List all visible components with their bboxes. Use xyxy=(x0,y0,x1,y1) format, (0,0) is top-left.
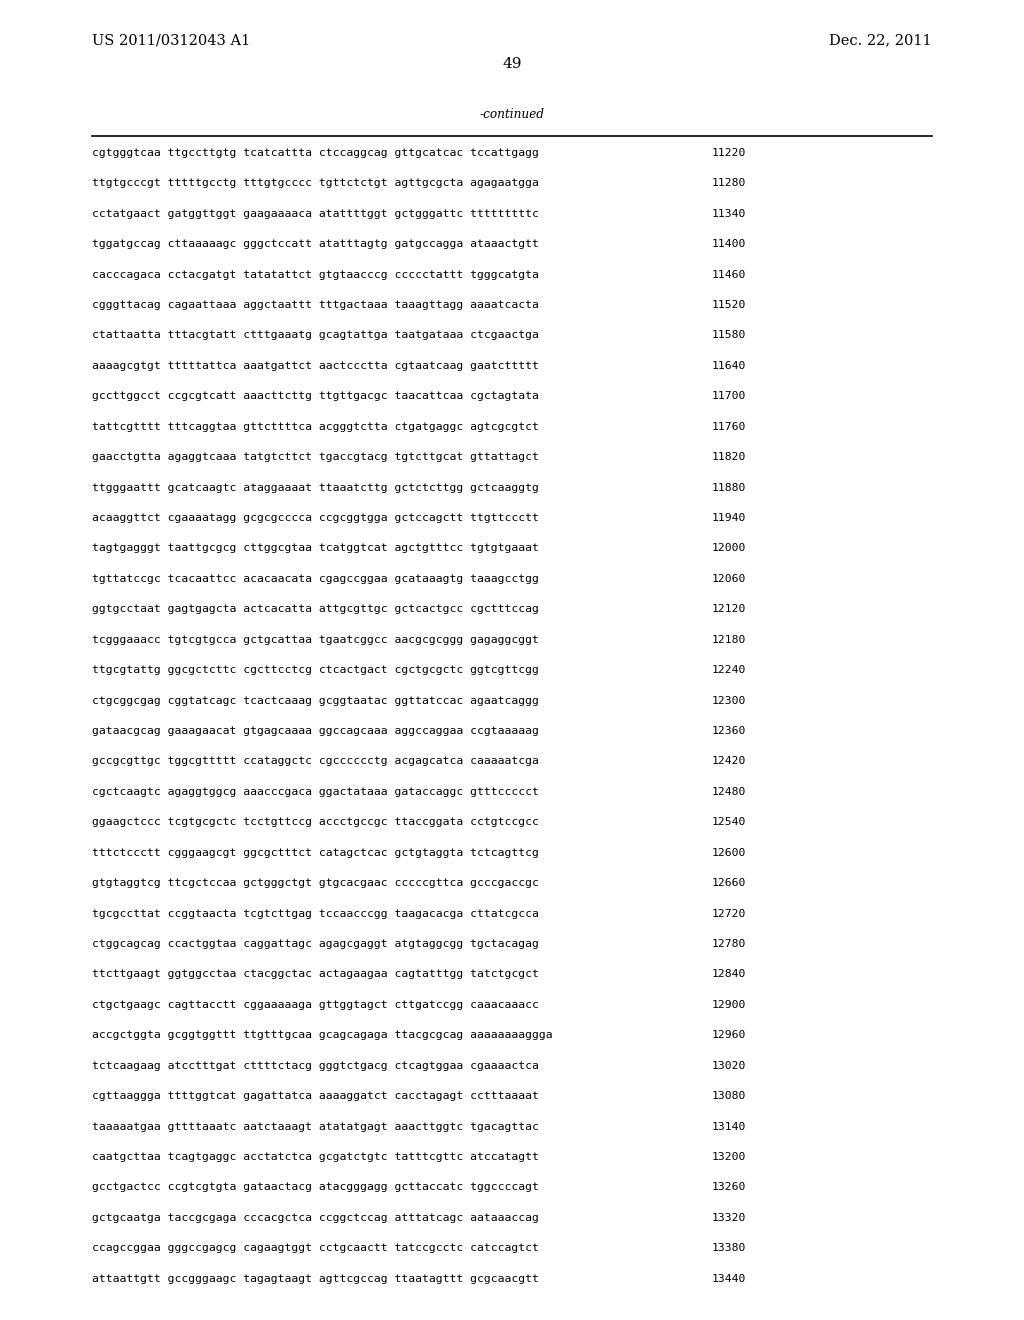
Text: 12780: 12780 xyxy=(712,939,746,949)
Text: 11520: 11520 xyxy=(712,300,746,310)
Text: gctgcaatga taccgcgaga cccacgctca ccggctccag atttatcagc aataaaccag: gctgcaatga taccgcgaga cccacgctca ccggctc… xyxy=(92,1213,539,1222)
Text: gcctgactcc ccgtcgtgta gataactacg atacgggagg gcttaccatc tggccccagt: gcctgactcc ccgtcgtgta gataactacg atacggg… xyxy=(92,1183,539,1192)
Text: ctgctgaagc cagttacctt cggaaaaaga gttggtagct cttgatccgg caaacaaacc: ctgctgaagc cagttacctt cggaaaaaga gttggta… xyxy=(92,999,539,1010)
Text: 12600: 12600 xyxy=(712,847,746,858)
Text: acaaggttct cgaaaatagg gcgcgcccca ccgcggtgga gctccagctt ttgttccctt: acaaggttct cgaaaatagg gcgcgcccca ccgcggt… xyxy=(92,513,539,523)
Text: 11760: 11760 xyxy=(712,421,746,432)
Text: cgctcaagtc agaggtggcg aaacccgaca ggactataaa gataccaggc gtttccccct: cgctcaagtc agaggtggcg aaacccgaca ggactat… xyxy=(92,787,539,797)
Text: 11580: 11580 xyxy=(712,330,746,341)
Text: cgttaaggga ttttggtcat gagattatca aaaaggatct cacctagagt cctttaaaat: cgttaaggga ttttggtcat gagattatca aaaagga… xyxy=(92,1092,539,1101)
Text: tggatgccag cttaaaaagc gggctccatt atatttagtg gatgccagga ataaactgtt: tggatgccag cttaaaaagc gggctccatt atattta… xyxy=(92,239,539,249)
Text: ctattaatta tttacgtatt ctttgaaatg gcagtattga taatgataaa ctcgaactga: ctattaatta tttacgtatt ctttgaaatg gcagtat… xyxy=(92,330,539,341)
Text: accgctggta gcggtggttt ttgtttgcaa gcagcagaga ttacgcgcag aaaaaaaaggga: accgctggta gcggtggttt ttgtttgcaa gcagcag… xyxy=(92,1031,553,1040)
Text: ctgcggcgag cggtatcagc tcactcaaag gcggtaatac ggttatccac agaatcaggg: ctgcggcgag cggtatcagc tcactcaaag gcggtaa… xyxy=(92,696,539,706)
Text: tattcgtttt tttcaggtaa gttcttttca acgggtctta ctgatgaggc agtcgcgtct: tattcgtttt tttcaggtaa gttcttttca acgggtc… xyxy=(92,421,539,432)
Text: 11400: 11400 xyxy=(712,239,746,249)
Text: 12300: 12300 xyxy=(712,696,746,706)
Text: cacccagaca cctacgatgt tatatattct gtgtaacccg ccccctattt tgggcatgta: cacccagaca cctacgatgt tatatattct gtgtaac… xyxy=(92,269,539,280)
Text: cctatgaact gatggttggt gaagaaaaca atattttggt gctgggattc tttttttttc: cctatgaact gatggttggt gaagaaaaca atatttt… xyxy=(92,209,539,219)
Text: 12420: 12420 xyxy=(712,756,746,767)
Text: 12120: 12120 xyxy=(712,605,746,614)
Text: caatgcttaa tcagtgaggc acctatctca gcgatctgtc tatttcgttc atccatagtt: caatgcttaa tcagtgaggc acctatctca gcgatct… xyxy=(92,1152,539,1162)
Text: ttgggaattt gcatcaagtc ataggaaaat ttaaatcttg gctctcttgg gctcaaggtg: ttgggaattt gcatcaagtc ataggaaaat ttaaatc… xyxy=(92,483,539,492)
Text: 12480: 12480 xyxy=(712,787,746,797)
Text: ctggcagcag ccactggtaa caggattagc agagcgaggt atgtaggcgg tgctacagag: ctggcagcag ccactggtaa caggattagc agagcga… xyxy=(92,939,539,949)
Text: gaacctgtta agaggtcaaa tatgtcttct tgaccgtacg tgtcttgcat gttattagct: gaacctgtta agaggtcaaa tatgtcttct tgaccgt… xyxy=(92,453,539,462)
Text: 12360: 12360 xyxy=(712,726,746,737)
Text: 12660: 12660 xyxy=(712,878,746,888)
Text: 11940: 11940 xyxy=(712,513,746,523)
Text: ttgcgtattg ggcgctcttc cgcttcctcg ctcactgact cgctgcgctc ggtcgttcgg: ttgcgtattg ggcgctcttc cgcttcctcg ctcactg… xyxy=(92,665,539,675)
Text: aaaagcgtgt tttttattca aaatgattct aactccctta cgtaatcaag gaatcttttt: aaaagcgtgt tttttattca aaatgattct aactccc… xyxy=(92,360,539,371)
Text: ggtgcctaat gagtgagcta actcacatta attgcgttgc gctcactgcc cgctttccag: ggtgcctaat gagtgagcta actcacatta attgcgt… xyxy=(92,605,539,614)
Text: 13020: 13020 xyxy=(712,1061,746,1071)
Text: 11880: 11880 xyxy=(712,483,746,492)
Text: 11280: 11280 xyxy=(712,178,746,189)
Text: tttctccctt cgggaagcgt ggcgctttct catagctcac gctgtaggta tctcagttcg: tttctccctt cgggaagcgt ggcgctttct catagct… xyxy=(92,847,539,858)
Text: 12900: 12900 xyxy=(712,999,746,1010)
Text: 13200: 13200 xyxy=(712,1152,746,1162)
Text: 13320: 13320 xyxy=(712,1213,746,1222)
Text: 13440: 13440 xyxy=(712,1274,746,1284)
Text: attaattgtt gccgggaagc tagagtaagt agttcgccag ttaatagttt gcgcaacgtt: attaattgtt gccgggaagc tagagtaagt agttcgc… xyxy=(92,1274,539,1284)
Text: gccttggcct ccgcgtcatt aaacttcttg ttgttgacgc taacattcaa cgctagtata: gccttggcct ccgcgtcatt aaacttcttg ttgttga… xyxy=(92,391,539,401)
Text: 13140: 13140 xyxy=(712,1122,746,1131)
Text: tctcaagaag atcctttgat cttttctacg gggtctgacg ctcagtggaa cgaaaactca: tctcaagaag atcctttgat cttttctacg gggtctg… xyxy=(92,1061,539,1071)
Text: 12180: 12180 xyxy=(712,635,746,644)
Text: ttgtgcccgt tttttgcctg tttgtgcccc tgttctctgt agttgcgcta agagaatgga: ttgtgcccgt tttttgcctg tttgtgcccc tgttctc… xyxy=(92,178,539,189)
Text: 11220: 11220 xyxy=(712,148,746,158)
Text: tgcgccttat ccggtaacta tcgtcttgag tccaacccgg taagacacga cttatcgcca: tgcgccttat ccggtaacta tcgtcttgag tccaacc… xyxy=(92,908,539,919)
Text: tgttatccgc tcacaattcc acacaacata cgagccggaa gcataaagtg taaagcctgg: tgttatccgc tcacaattcc acacaacata cgagccg… xyxy=(92,574,539,583)
Text: 12960: 12960 xyxy=(712,1031,746,1040)
Text: 11340: 11340 xyxy=(712,209,746,219)
Text: 12060: 12060 xyxy=(712,574,746,583)
Text: gtgtaggtcg ttcgctccaa gctgggctgt gtgcacgaac cccccgttca gcccgaccgc: gtgtaggtcg ttcgctccaa gctgggctgt gtgcacg… xyxy=(92,878,539,888)
Text: 12000: 12000 xyxy=(712,544,746,553)
Text: ggaagctccc tcgtgcgctc tcctgttccg accctgccgc ttaccggata cctgtccgcc: ggaagctccc tcgtgcgctc tcctgttccg accctgc… xyxy=(92,817,539,828)
Text: 13080: 13080 xyxy=(712,1092,746,1101)
Text: 12240: 12240 xyxy=(712,665,746,675)
Text: cgggttacag cagaattaaa aggctaattt tttgactaaa taaagttagg aaaatcacta: cgggttacag cagaattaaa aggctaattt tttgact… xyxy=(92,300,539,310)
Text: ttcttgaagt ggtggcctaa ctacggctac actagaagaa cagtatttgg tatctgcgct: ttcttgaagt ggtggcctaa ctacggctac actagaa… xyxy=(92,969,539,979)
Text: US 2011/0312043 A1: US 2011/0312043 A1 xyxy=(92,33,251,48)
Text: -continued: -continued xyxy=(479,108,545,121)
Text: 13380: 13380 xyxy=(712,1243,746,1253)
Text: 13260: 13260 xyxy=(712,1183,746,1192)
Text: 49: 49 xyxy=(502,57,522,71)
Text: 12540: 12540 xyxy=(712,817,746,828)
Text: 11700: 11700 xyxy=(712,391,746,401)
Text: Dec. 22, 2011: Dec. 22, 2011 xyxy=(829,33,932,48)
Text: 12720: 12720 xyxy=(712,908,746,919)
Text: tcgggaaacc tgtcgtgcca gctgcattaa tgaatcggcc aacgcgcggg gagaggcggt: tcgggaaacc tgtcgtgcca gctgcattaa tgaatcg… xyxy=(92,635,539,644)
Text: gccgcgttgc tggcgttttt ccataggctc cgcccccctg acgagcatca caaaaatcga: gccgcgttgc tggcgttttt ccataggctc cgccccc… xyxy=(92,756,539,767)
Text: cgtgggtcaa ttgccttgtg tcatcattta ctccaggcag gttgcatcac tccattgagg: cgtgggtcaa ttgccttgtg tcatcattta ctccagg… xyxy=(92,148,539,158)
Text: 11460: 11460 xyxy=(712,269,746,280)
Text: 12840: 12840 xyxy=(712,969,746,979)
Text: gataacgcag gaaagaacat gtgagcaaaa ggccagcaaa aggccaggaa ccgtaaaaag: gataacgcag gaaagaacat gtgagcaaaa ggccagc… xyxy=(92,726,539,737)
Text: ccagccggaa gggccgagcg cagaagtggt cctgcaactt tatccgcctc catccagtct: ccagccggaa gggccgagcg cagaagtggt cctgcaa… xyxy=(92,1243,539,1253)
Text: 11820: 11820 xyxy=(712,453,746,462)
Text: tagtgagggt taattgcgcg cttggcgtaa tcatggtcat agctgtttcc tgtgtgaaat: tagtgagggt taattgcgcg cttggcgtaa tcatggt… xyxy=(92,544,539,553)
Text: taaaaatgaa gttttaaatc aatctaaagt atatatgagt aaacttggtc tgacagttac: taaaaatgaa gttttaaatc aatctaaagt atatatg… xyxy=(92,1122,539,1131)
Text: 11640: 11640 xyxy=(712,360,746,371)
